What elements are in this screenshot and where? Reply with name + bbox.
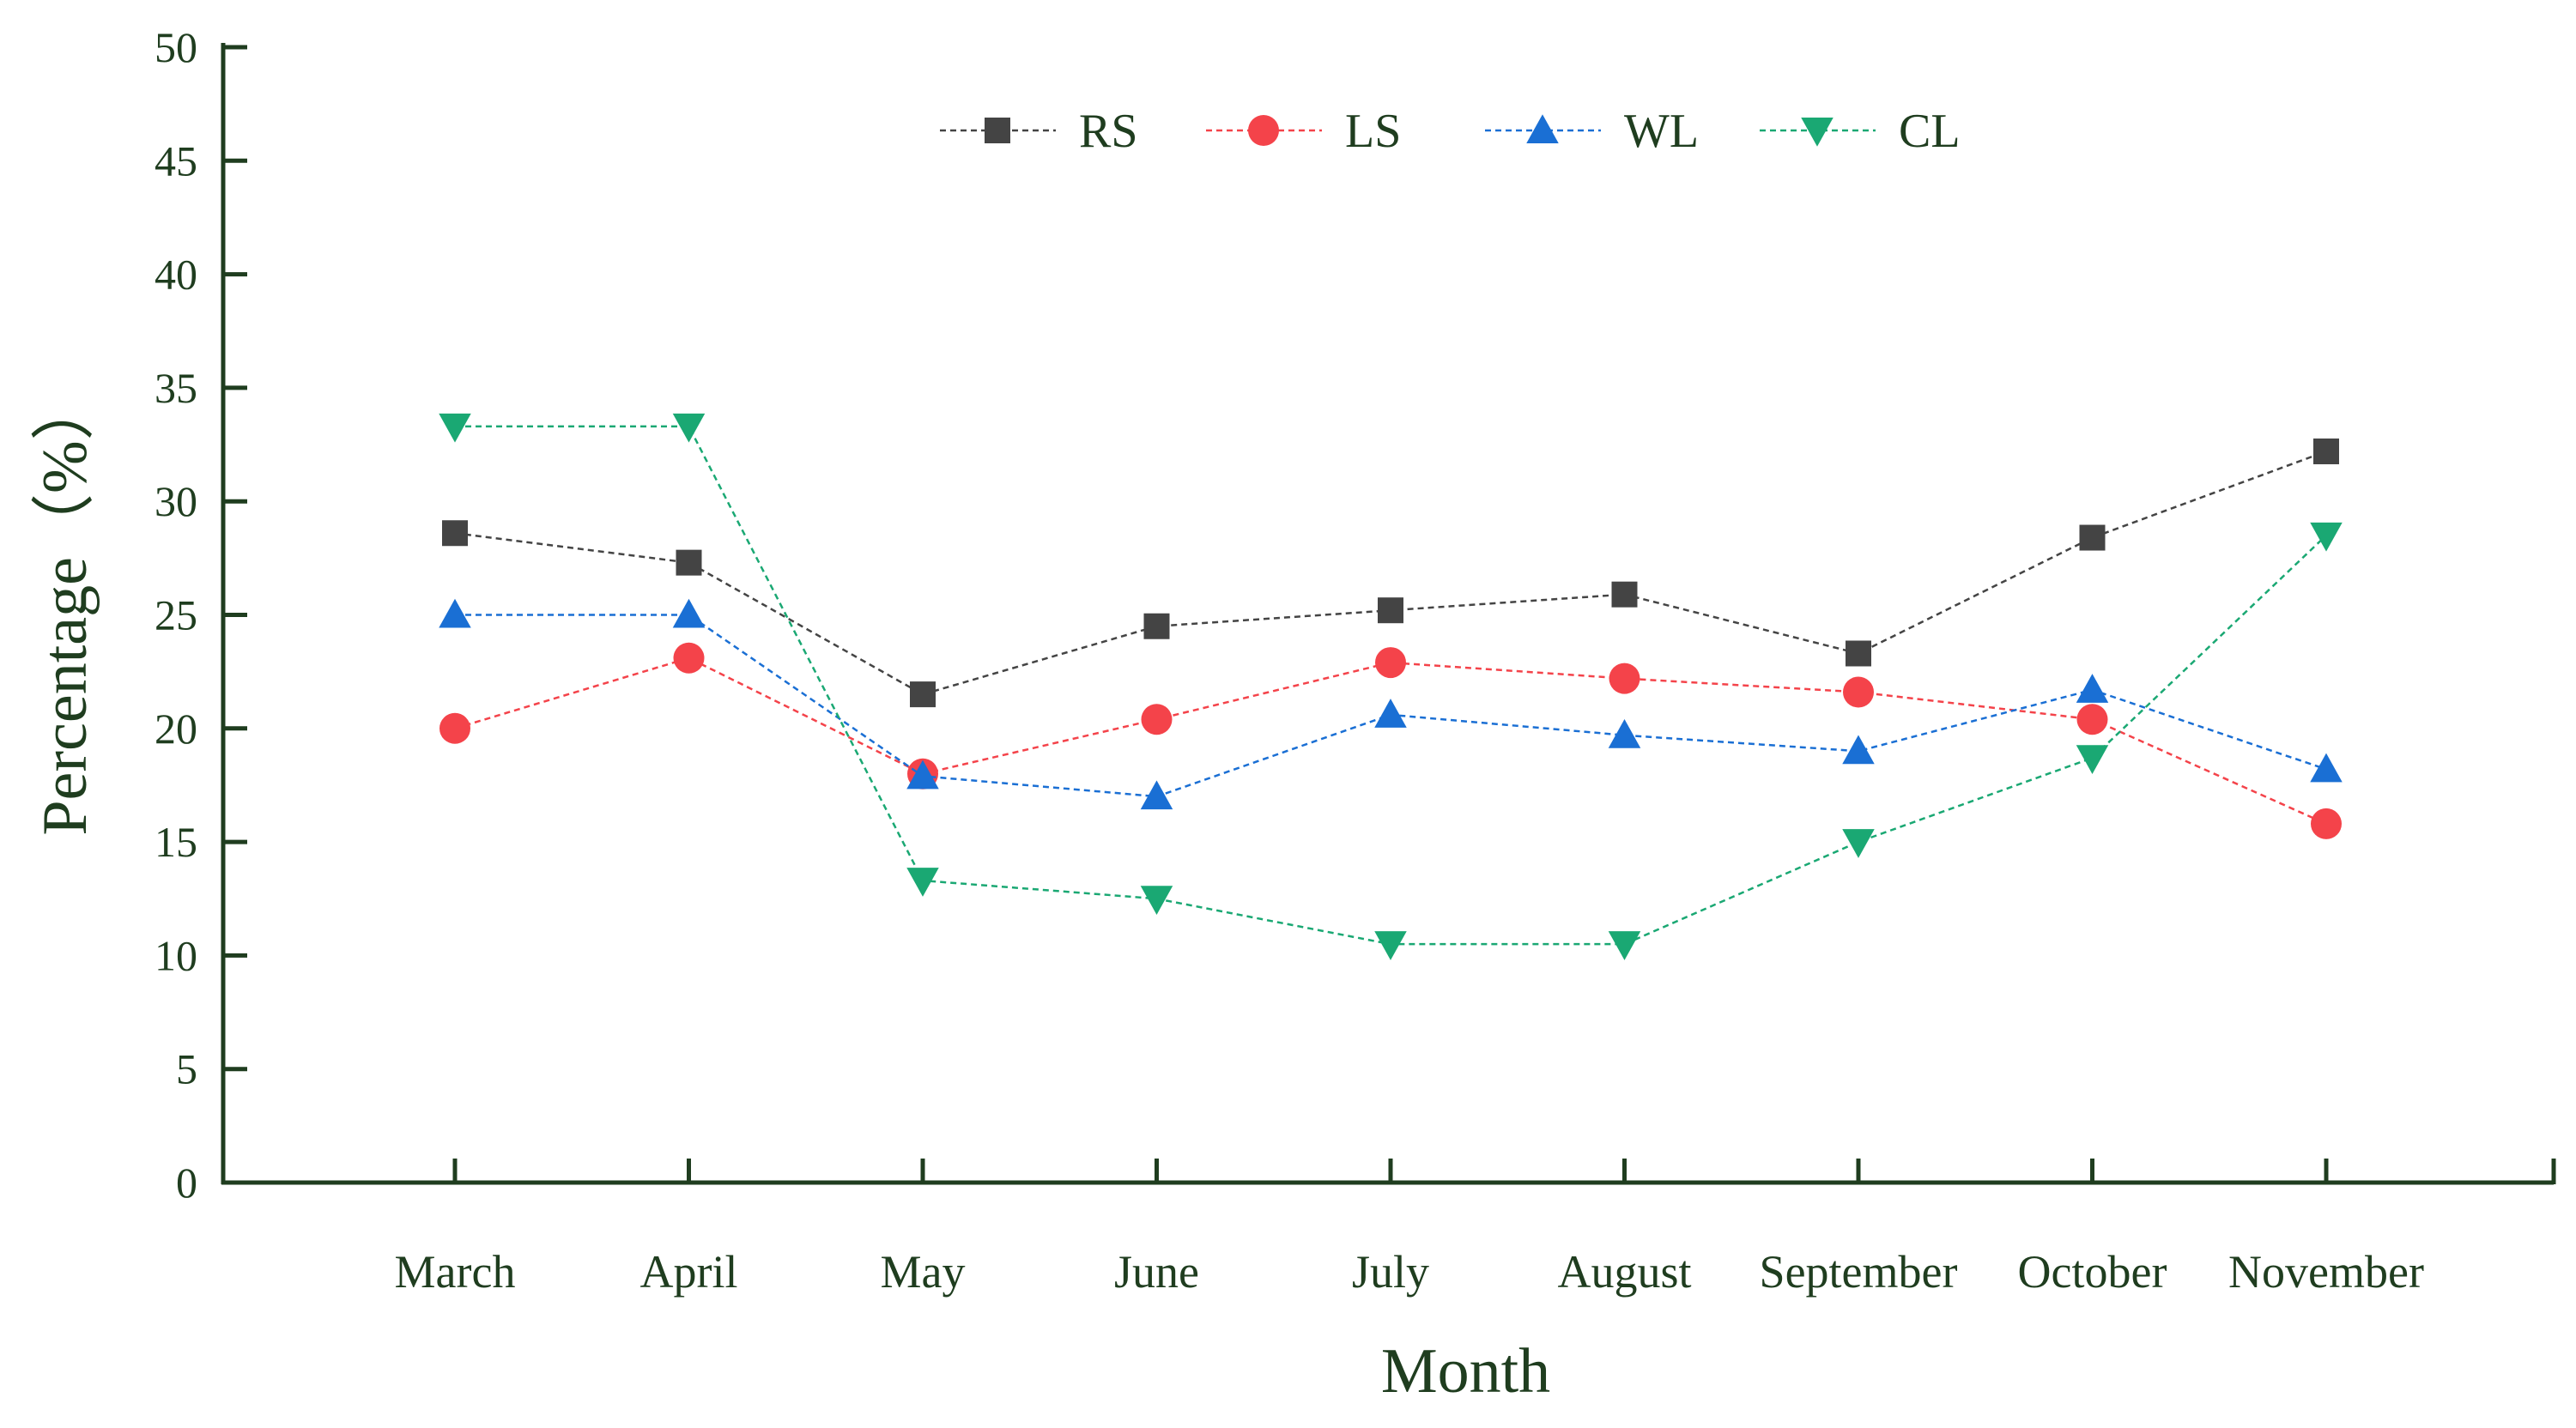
data-point-rs bbox=[2313, 438, 2339, 464]
data-point-ls bbox=[2311, 808, 2342, 839]
x-tick-label: August bbox=[1557, 1246, 1691, 1298]
legend-marker-wl bbox=[1526, 114, 1559, 143]
data-point-wl bbox=[672, 598, 706, 628]
y-tick-label: 5 bbox=[176, 1045, 197, 1093]
legend-label-rs: RS bbox=[1079, 105, 1138, 158]
y-tick-label: 35 bbox=[155, 364, 197, 412]
data-point-ls bbox=[1141, 704, 1173, 735]
data-point-rs bbox=[1846, 640, 1871, 667]
data-point-cl bbox=[906, 868, 939, 897]
y-tick-label: 10 bbox=[155, 931, 197, 979]
y-tick-label: 45 bbox=[155, 136, 197, 185]
data-point-cl bbox=[2310, 522, 2343, 552]
legend-marker-ls bbox=[1248, 115, 1279, 146]
x-tick-label: April bbox=[640, 1246, 738, 1298]
data-point-cl bbox=[1374, 931, 1407, 960]
x-tick-label: November bbox=[2228, 1246, 2424, 1298]
data-point-ls bbox=[1843, 676, 1874, 708]
y-tick-label: 20 bbox=[155, 705, 197, 753]
data-point-ls bbox=[439, 712, 470, 744]
data-point-ls bbox=[1609, 663, 1640, 694]
data-point-ls bbox=[2076, 704, 2108, 735]
y-tick-label: 30 bbox=[155, 477, 197, 525]
data-point-wl bbox=[1608, 718, 1641, 748]
data-point-rs bbox=[1378, 597, 1403, 624]
x-tick-label: September bbox=[1760, 1246, 1958, 1298]
y-tick-label: 25 bbox=[155, 591, 197, 639]
legend-label-wl: WL bbox=[1624, 105, 1699, 158]
data-point-wl bbox=[1842, 735, 1875, 765]
x-tick-label: March bbox=[395, 1246, 516, 1298]
legend-marker-cl bbox=[1801, 118, 1834, 147]
data-point-rs bbox=[442, 520, 468, 547]
x-axis-title: Month bbox=[1381, 1336, 1550, 1407]
data-point-rs bbox=[1611, 581, 1638, 608]
y-tick-label: 15 bbox=[155, 818, 197, 866]
x-tick-label: June bbox=[1114, 1246, 1199, 1298]
x-tick-label: October bbox=[2018, 1246, 2167, 1298]
y-tick-label: 0 bbox=[176, 1159, 197, 1207]
data-point-ls bbox=[1375, 647, 1406, 679]
data-point-wl bbox=[1140, 780, 1173, 810]
data-point-wl bbox=[439, 598, 471, 628]
data-point-wl bbox=[906, 759, 939, 790]
data-point-wl bbox=[2310, 753, 2343, 783]
data-point-cl bbox=[2076, 745, 2109, 774]
data-point-cl bbox=[1608, 931, 1641, 960]
legend-marker-rs bbox=[985, 118, 1010, 143]
data-point-cl bbox=[439, 413, 471, 443]
data-point-cl bbox=[1140, 886, 1173, 915]
legend-label-ls: LS bbox=[1345, 105, 1401, 158]
data-point-rs bbox=[910, 681, 936, 708]
x-tick-label: May bbox=[881, 1246, 966, 1298]
x-tick-label: July bbox=[1352, 1246, 1429, 1298]
data-point-rs bbox=[1143, 613, 1170, 639]
series-line-cl bbox=[455, 425, 2327, 946]
y-axis-title: Percentage（%） bbox=[30, 377, 100, 835]
data-point-rs bbox=[676, 549, 702, 576]
data-point-ls bbox=[673, 642, 705, 674]
data-point-cl bbox=[1842, 829, 1875, 858]
legend-label-cl: CL bbox=[1899, 105, 1961, 158]
data-point-wl bbox=[2076, 674, 2109, 703]
data-point-cl bbox=[672, 413, 706, 443]
data-point-rs bbox=[2079, 524, 2106, 551]
y-tick-label: 50 bbox=[155, 23, 197, 71]
series-line-ls bbox=[454, 657, 2327, 826]
y-tick-label: 40 bbox=[155, 251, 197, 299]
data-point-wl bbox=[1374, 699, 1407, 728]
